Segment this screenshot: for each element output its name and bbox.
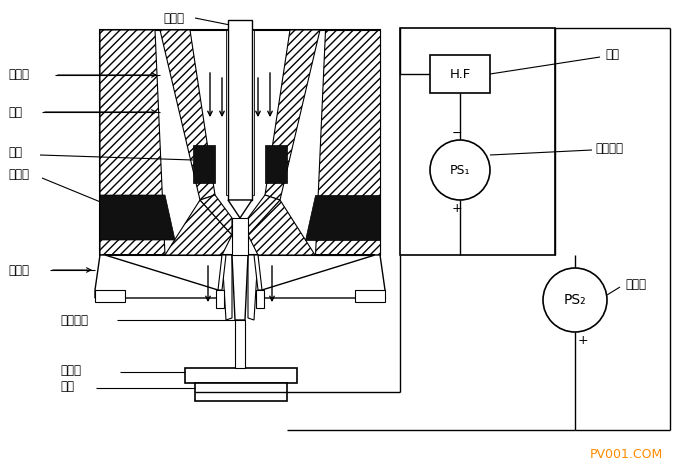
Text: +: + bbox=[578, 334, 589, 346]
Polygon shape bbox=[262, 255, 385, 298]
Polygon shape bbox=[248, 200, 375, 255]
Bar bbox=[256, 290, 264, 308]
Text: 高频: 高频 bbox=[605, 49, 619, 61]
Text: 等离子体: 等离子体 bbox=[60, 313, 88, 327]
Bar bbox=[193, 145, 215, 183]
Bar bbox=[355, 290, 385, 302]
Text: +: + bbox=[452, 202, 463, 214]
Polygon shape bbox=[248, 195, 280, 235]
Polygon shape bbox=[160, 30, 215, 200]
Bar bbox=[216, 290, 224, 308]
Bar bbox=[265, 145, 287, 183]
Text: 主电源: 主电源 bbox=[625, 278, 646, 292]
Polygon shape bbox=[305, 195, 380, 240]
Text: PS₁: PS₁ bbox=[449, 163, 470, 177]
Bar bbox=[95, 290, 125, 302]
Bar bbox=[185, 368, 297, 383]
Circle shape bbox=[430, 140, 490, 200]
Text: PS₂: PS₂ bbox=[564, 293, 587, 307]
Polygon shape bbox=[232, 255, 248, 320]
Bar bbox=[228, 20, 252, 200]
Text: 粉末: 粉末 bbox=[8, 106, 22, 118]
Polygon shape bbox=[228, 200, 252, 218]
Text: 基材: 基材 bbox=[60, 380, 74, 394]
Text: 喷焊层: 喷焊层 bbox=[60, 363, 81, 377]
Bar bbox=[195, 383, 287, 401]
Polygon shape bbox=[232, 218, 248, 255]
Polygon shape bbox=[248, 255, 258, 320]
Polygon shape bbox=[315, 30, 380, 255]
Circle shape bbox=[543, 268, 607, 332]
Text: 钨电极: 钨电极 bbox=[163, 11, 184, 25]
Polygon shape bbox=[218, 255, 226, 290]
Polygon shape bbox=[100, 30, 165, 255]
Text: 喷嘴: 喷嘴 bbox=[8, 145, 22, 159]
Text: −: − bbox=[452, 126, 463, 140]
Text: 辅助电源: 辅助电源 bbox=[595, 142, 623, 154]
Polygon shape bbox=[105, 200, 232, 255]
Text: 冷却水: 冷却水 bbox=[8, 169, 29, 182]
Polygon shape bbox=[226, 30, 230, 195]
Bar bbox=[400, 28, 555, 255]
Polygon shape bbox=[265, 30, 320, 200]
Polygon shape bbox=[250, 30, 254, 195]
Polygon shape bbox=[222, 255, 232, 320]
Polygon shape bbox=[200, 195, 232, 235]
Polygon shape bbox=[254, 255, 262, 290]
Bar bbox=[430, 55, 490, 93]
Polygon shape bbox=[95, 255, 218, 298]
Bar bbox=[100, 30, 380, 255]
Polygon shape bbox=[100, 195, 175, 240]
Polygon shape bbox=[235, 320, 245, 368]
Text: 离子气: 离子气 bbox=[8, 68, 29, 82]
Text: 屏蔽气: 屏蔽气 bbox=[8, 263, 29, 277]
Text: PV001.COM: PV001.COM bbox=[590, 448, 664, 462]
Text: H.F: H.F bbox=[449, 67, 470, 81]
